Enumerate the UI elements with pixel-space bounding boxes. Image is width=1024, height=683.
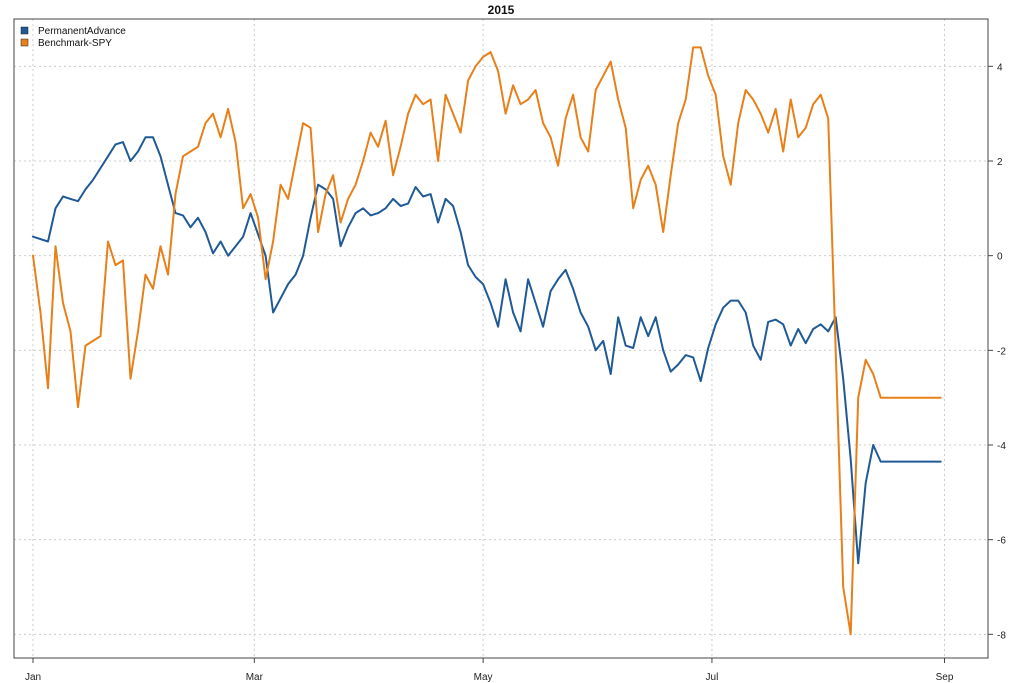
x-tick-label: Sep: [936, 672, 954, 683]
legend-swatch: [20, 38, 29, 47]
y-tick-label: -8: [997, 630, 1006, 641]
legend-swatch: [20, 26, 29, 35]
y-tick-label: -4: [997, 441, 1006, 452]
legend-label: Benchmark-SPY: [38, 38, 112, 49]
y-tick-label: 0: [997, 252, 1003, 263]
y-tick-label: 2: [997, 157, 1003, 168]
x-tick-label: Jan: [25, 672, 41, 683]
series-layer: [32, 46, 942, 636]
y-axis: -8 -6 -4 -2 0 2 4: [988, 62, 1006, 641]
series-line-permanentadvance: [32, 136, 942, 565]
y-tick-label: -2: [997, 346, 1006, 357]
legend-label: PermanentAdvance: [38, 26, 126, 37]
x-tick-label: Mar: [246, 672, 264, 683]
y-tick-label: -6: [997, 536, 1006, 547]
x-tick-label: May: [474, 672, 493, 683]
x-tick-label: Jul: [706, 672, 719, 683]
x-axis: Jan Mar May Jul Sep: [25, 658, 954, 683]
series-line-benchmark-spy: [32, 46, 942, 636]
y-tick-label: 4: [997, 62, 1003, 73]
grid: [14, 19, 988, 658]
plot-frame: [13, 18, 989, 659]
chart-title: 2015: [488, 3, 515, 17]
